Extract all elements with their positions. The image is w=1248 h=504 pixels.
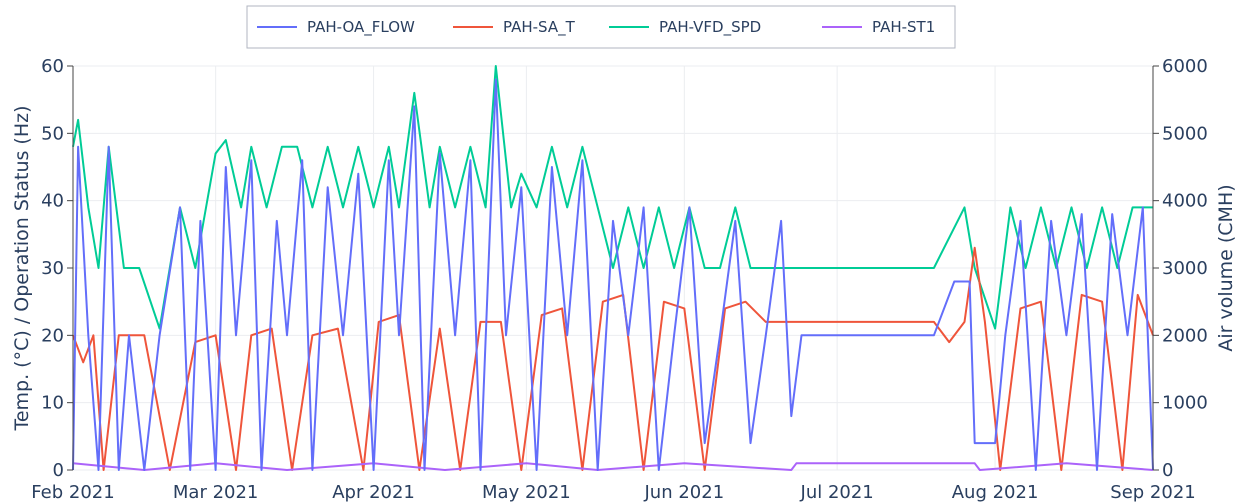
x-tick-label: Mar 2021: [173, 482, 259, 503]
legend-label: PAH-OA_FLOW: [307, 18, 415, 37]
left-tick-label: 40: [41, 191, 64, 212]
series-layer: [72, 65, 1154, 471]
right-tick-label: 2000: [1162, 325, 1208, 346]
x-tick-label: Jul 2021: [800, 482, 874, 503]
left-y-ticks: 0 10 20 30 40 50 60: [41, 56, 73, 481]
x-tick-label: Apr 2021: [332, 482, 415, 503]
left-tick-label: 30: [41, 258, 64, 279]
legend-item[interactable]: PAH-OA_FLOW: [257, 18, 415, 37]
x-tick-label: Jun 2021: [643, 482, 724, 503]
legend-label: PAH-SA_T: [503, 18, 576, 37]
right-y-ticks: 0 1000 2000 3000 4000 5000 6000: [1153, 56, 1208, 481]
left-tick-label: 50: [41, 123, 64, 144]
left-tick-label: 60: [41, 56, 64, 77]
x-ticks: Feb 2021 Mar 2021 Apr 2021 May 2021 Jun 2021…: [31, 482, 1195, 503]
legend-item[interactable]: PAH-ST1: [822, 18, 935, 36]
right-tick-label: 3000: [1162, 258, 1208, 279]
series-line-pah-sa-t: [72, 246, 1154, 471]
right-axis-title: Air volume (CMH): [1215, 184, 1237, 351]
series-line-pah-oa-flow: [72, 78, 1154, 471]
x-tick-label: Aug 2021: [952, 482, 1039, 503]
x-tick-label: Feb 2021: [31, 482, 114, 503]
right-tick-label: 0: [1162, 460, 1173, 481]
left-tick-label: 20: [41, 325, 64, 346]
right-tick-label: 4000: [1162, 191, 1208, 212]
legend-item[interactable]: PAH-SA_T: [453, 18, 576, 37]
legend-label: PAH-VFD_SPD: [659, 18, 761, 37]
series-line-pah-st1: [72, 462, 1154, 471]
legend-label: PAH-ST1: [872, 18, 935, 36]
legend[interactable]: PAH-OA_FLOW PAH-SA_T PAH-VFD_SPD PAH-ST1: [246, 5, 956, 49]
series-line-pah-vfd-spd: [72, 65, 1153, 330]
right-tick-label: 5000: [1162, 123, 1208, 144]
left-axis-title: Temp. (°C) / Operation Status (Hz): [11, 105, 33, 431]
legend-item[interactable]: PAH-VFD_SPD: [609, 18, 761, 37]
right-tick-label: 6000: [1162, 56, 1208, 77]
right-tick-label: 1000: [1162, 393, 1208, 414]
left-tick-label: 10: [41, 393, 64, 414]
x-tick-label: May 2021: [482, 482, 571, 503]
left-tick-label: 0: [53, 460, 64, 481]
x-tick-label: Sep 2021: [1110, 482, 1195, 503]
